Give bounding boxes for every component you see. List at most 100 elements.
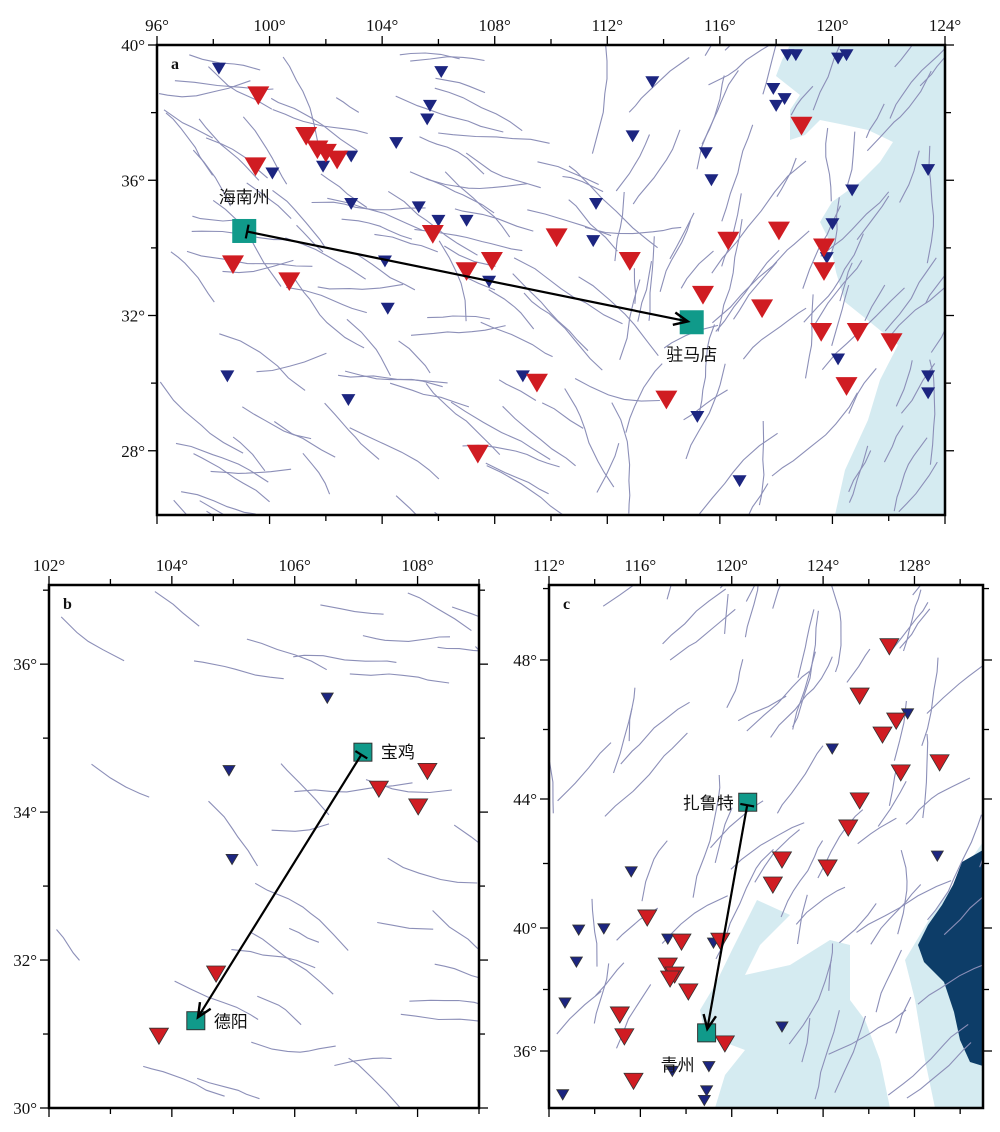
fault-line [870, 884, 922, 945]
fault-line [615, 134, 651, 192]
major-station-marker [421, 225, 444, 244]
lon-tick-label: 120° [816, 16, 848, 35]
major-station-marker [691, 285, 714, 305]
minor-station-marker [569, 956, 584, 969]
direction-arrow [246, 230, 689, 323]
fault-line [834, 1015, 867, 1093]
fault-line [906, 1042, 972, 1099]
lon-tick-label: 100° [253, 16, 285, 35]
fault-line [814, 1010, 840, 1100]
fault-line [893, 437, 928, 512]
fault-line [717, 219, 743, 332]
fault-line [919, 56, 945, 87]
fault-line [163, 109, 213, 139]
fault-line [724, 45, 732, 51]
lon-tick-label: 112° [533, 556, 565, 575]
fault-line [296, 224, 324, 253]
major-station-marker [880, 333, 903, 352]
fault-line [56, 929, 80, 961]
fault-line [696, 70, 739, 170]
fault-line [272, 108, 368, 135]
lat-tick-label: 36° [13, 655, 37, 674]
fault-line [856, 195, 890, 241]
fault-line [715, 249, 780, 332]
fault-line [410, 56, 485, 62]
minor-station-marker [930, 850, 945, 862]
fault-line [865, 103, 885, 139]
fault-line [210, 468, 292, 474]
minor-station-marker [344, 197, 359, 210]
fault-line [830, 585, 842, 673]
fault-line [285, 237, 367, 280]
minor-station-marker [732, 475, 747, 488]
fault-line [435, 77, 486, 94]
fault-line [205, 137, 268, 179]
minor-station-marker [766, 83, 781, 95]
fault-line [828, 943, 834, 991]
fault-line [625, 363, 663, 433]
fault-line [926, 664, 983, 714]
fault-line [846, 131, 856, 186]
fault-line [320, 604, 384, 615]
major-station-marker [751, 299, 774, 319]
fault-line [362, 635, 451, 642]
fault-line [91, 763, 150, 798]
minor-station-marker [690, 410, 705, 423]
fault-line [434, 87, 523, 132]
fault-line [801, 1018, 811, 1063]
fault-line [344, 370, 443, 388]
lat-tick-label: 36° [513, 1042, 537, 1061]
minor-station-marker [341, 394, 356, 406]
fault-line [856, 880, 952, 933]
major-station-marker [368, 780, 390, 799]
lat-tick-label: 30° [13, 1099, 37, 1118]
fault-line [208, 800, 258, 867]
fault-line [632, 129, 681, 205]
fault-line [726, 659, 744, 709]
fault-line [930, 328, 945, 353]
fault-line [875, 949, 902, 1013]
major-station-marker [221, 255, 244, 275]
fault-line [212, 199, 282, 287]
major-station-marker [671, 933, 692, 952]
fault-line [795, 886, 846, 925]
fault-line [425, 383, 501, 455]
lat-tick-label: 28° [121, 442, 145, 461]
fault-line [206, 510, 214, 515]
minor-station-marker [265, 167, 280, 180]
fault-line [712, 230, 810, 324]
fault-line [596, 443, 620, 493]
fault-line [620, 701, 690, 765]
arrow-start-tick [354, 750, 368, 760]
minor-station-marker [831, 52, 846, 65]
fault-line [273, 421, 336, 458]
fault-line [633, 268, 637, 304]
fault-line [377, 921, 434, 930]
major-station-marker [545, 228, 568, 248]
fault-line [857, 817, 897, 845]
fault-line [804, 294, 814, 379]
minor-station-marker [515, 370, 530, 383]
fault-line [730, 822, 805, 870]
map-content [158, 45, 945, 515]
fault-line [562, 175, 604, 193]
fault-line [721, 124, 754, 222]
fault-line [219, 333, 306, 391]
minor-station-marker [845, 184, 860, 197]
panel-letter: b [63, 596, 72, 613]
fault-line [400, 1013, 479, 1022]
fault-line [848, 368, 877, 414]
lat-tick-label: 36° [121, 171, 145, 190]
panel-letter: a [171, 56, 179, 73]
fault-line [317, 283, 404, 290]
fault-line [143, 1065, 225, 1097]
fault-line [197, 1077, 260, 1100]
fault-line [286, 286, 367, 314]
minor-station-marker [320, 692, 334, 705]
fault-line [892, 602, 929, 650]
site-marker [232, 218, 257, 243]
fault-line [438, 240, 467, 322]
fault-line [454, 208, 534, 232]
major-station-marker [810, 323, 833, 342]
